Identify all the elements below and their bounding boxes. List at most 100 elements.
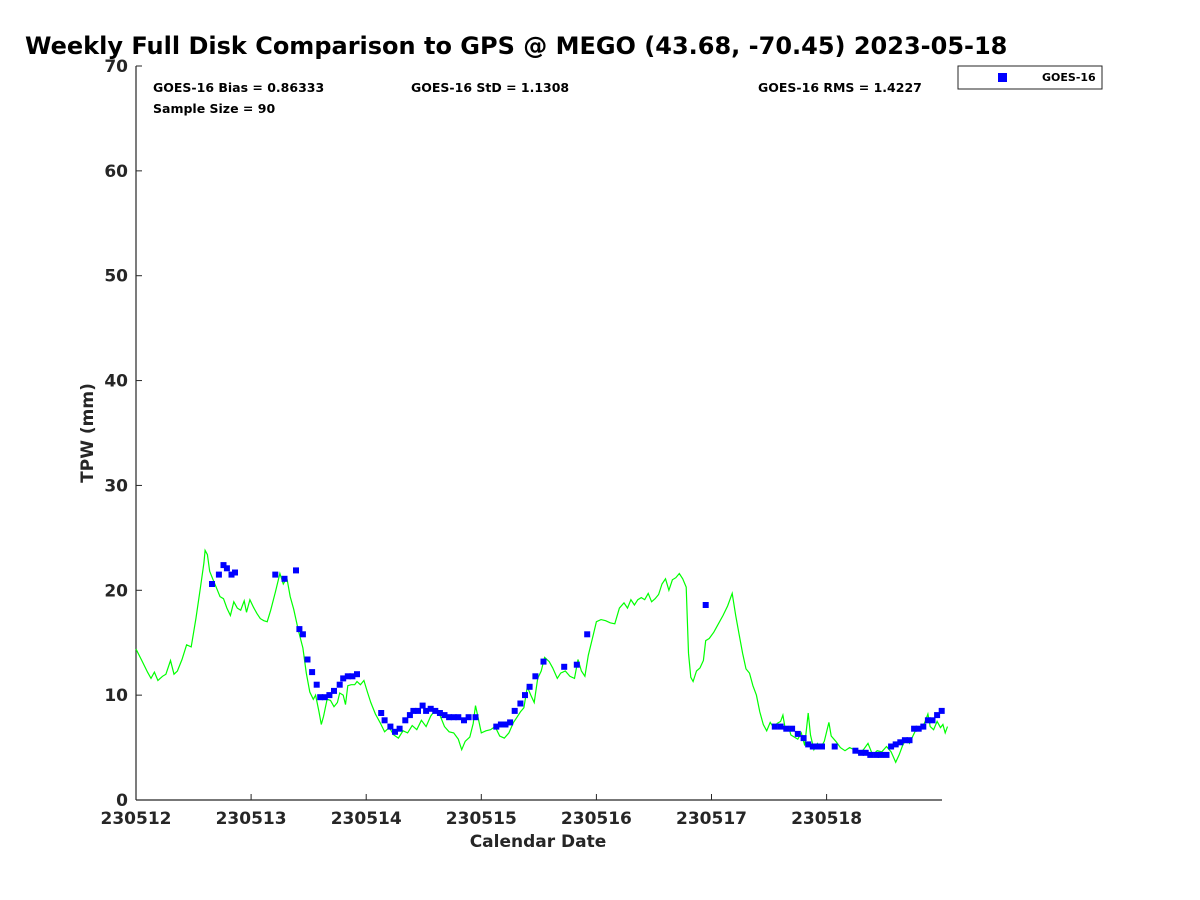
goes16-point (934, 712, 941, 719)
goes16-point (450, 714, 457, 721)
goes16-point (396, 725, 403, 732)
goes16-point (349, 673, 356, 680)
y-tick-label: 50 (104, 267, 128, 287)
goes16-point (228, 571, 235, 578)
goes16-point (296, 626, 303, 633)
goes16-point (336, 681, 343, 688)
goes16-point (317, 694, 324, 701)
goes16-point (331, 687, 337, 694)
goes16-point (313, 681, 320, 688)
y-axis-label: TPW (mm) (78, 383, 98, 483)
goes16-point (436, 710, 443, 716)
goes16-point (920, 723, 927, 730)
y-tick-label: 70 (104, 57, 128, 77)
goes16-point (321, 694, 328, 701)
x-tick-label: 230515 (446, 809, 517, 829)
y-tick-label: 10 (104, 686, 128, 706)
x-tick-label: 230518 (791, 809, 862, 829)
goes16-point (814, 743, 821, 750)
goes16-point (783, 725, 790, 732)
goes16-point (831, 743, 838, 750)
goes16-point (794, 730, 801, 737)
x-tick-label: 230514 (331, 809, 402, 829)
goes16-point (929, 717, 936, 724)
goes16-point (702, 602, 709, 608)
goes16-point (410, 707, 417, 714)
goes16-point (415, 707, 421, 714)
goes16-point (526, 683, 533, 690)
goes16-point (423, 707, 430, 714)
goes16-point (304, 656, 311, 663)
goes16-point (392, 728, 398, 735)
goes16-point (493, 723, 500, 730)
goes16-point (561, 663, 568, 670)
goes16-point (540, 658, 547, 665)
goes16-point (215, 571, 222, 578)
goes16-point (800, 735, 807, 742)
legend-label-goes16: GOES-16 (1042, 71, 1096, 84)
gps-tpw-line (135, 548, 949, 764)
goes16-point (771, 723, 778, 730)
goes16-point (805, 741, 812, 748)
y-tick-label: 60 (104, 162, 128, 182)
legend: GOES-16 (957, 65, 1103, 90)
stat-sample-size: Sample Size = 90 (153, 101, 275, 116)
goes16-point (378, 710, 385, 716)
goes16-point (897, 739, 904, 746)
goes16-point (901, 737, 908, 744)
y-tick-label: 30 (104, 476, 128, 496)
goes16-point (461, 717, 467, 724)
goes16-point (507, 719, 514, 726)
goes16-point (406, 712, 413, 719)
goes16-point (911, 725, 918, 732)
goes16-point (340, 675, 347, 682)
goes16-point (867, 751, 874, 758)
goes16-point (220, 562, 227, 569)
goes16-point (852, 747, 859, 754)
goes16-point (924, 717, 931, 724)
goes16-point (789, 725, 796, 732)
goes16-point (441, 712, 448, 719)
goes16-point (873, 751, 880, 758)
goes16-point (888, 743, 895, 750)
y-tick-label: 20 (104, 581, 128, 601)
goes16-point (299, 631, 306, 638)
stat-std: GOES-16 StD = 1.1308 (411, 80, 569, 95)
goes16-point (455, 714, 462, 721)
y-tick-label: 0 (116, 791, 128, 811)
goes16-point (522, 692, 528, 699)
goes16-point (326, 692, 333, 699)
x-axis-label: Calendar Date (470, 832, 607, 852)
y-axis-ticks: 0 10 20 30 40 50 60 70 (104, 57, 142, 811)
goes16-point (281, 575, 288, 582)
goes16-point (938, 707, 945, 714)
goes16-point (419, 702, 426, 709)
series-layer (135, 548, 949, 764)
x-tick-label: 230517 (676, 809, 747, 829)
goes16-point (573, 661, 580, 668)
goes16-point (517, 700, 524, 707)
chart-title: Weekly Full Disk Comparison to GPS @ MEG… (25, 32, 1007, 60)
goes16-point (354, 671, 360, 678)
goes16-point (584, 631, 591, 638)
plot-area: 0 10 20 30 40 50 60 70 230512 230513 230514 230515… (101, 57, 949, 829)
goes16-point (819, 743, 825, 750)
goes16-point (293, 567, 299, 574)
legend-box (957, 65, 1103, 90)
goes16-point (223, 565, 230, 572)
goes16-point (272, 571, 279, 578)
goes16-point (472, 714, 479, 721)
goes16-point (877, 751, 884, 758)
goes16-point (497, 721, 504, 728)
goes16-point (511, 707, 518, 714)
goes16-point (209, 581, 215, 587)
goes16-point (777, 723, 784, 730)
goes16-point (232, 569, 238, 576)
goes16-point (915, 725, 922, 732)
goes16-point (465, 714, 472, 721)
goes16-point (427, 705, 434, 712)
goes16-point (906, 737, 913, 744)
x-tick-label: 230513 (216, 809, 287, 829)
goes16-point (344, 673, 351, 680)
